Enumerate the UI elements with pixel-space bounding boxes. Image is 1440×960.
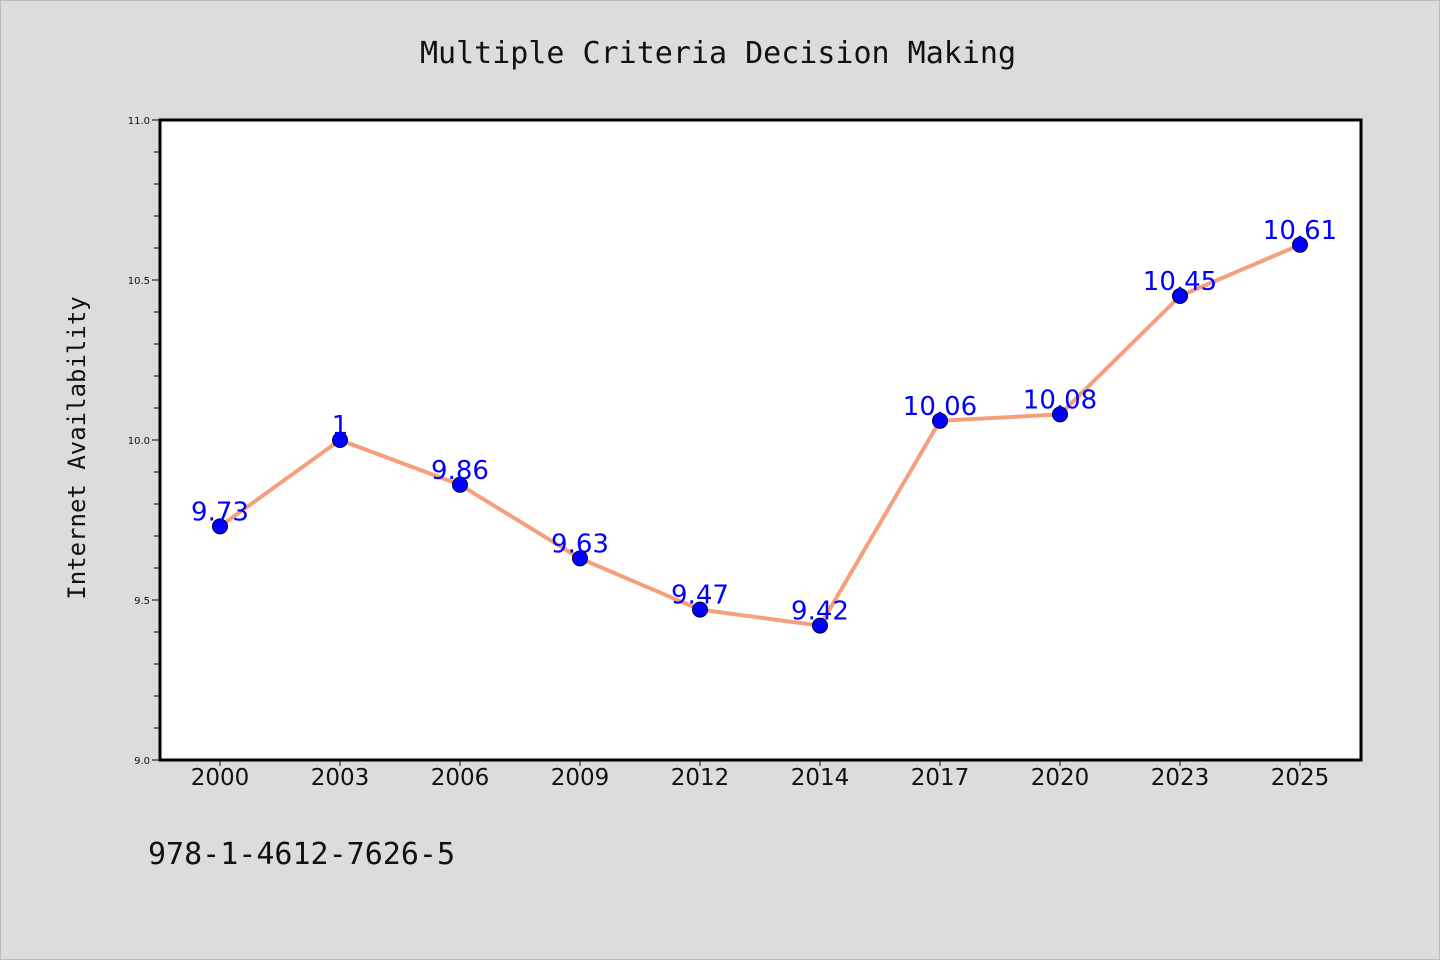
data-label: 9.47 — [671, 581, 729, 611]
x-tick-label: 2023 — [1151, 765, 1210, 791]
x-tick-label: 2006 — [431, 765, 490, 791]
data-point — [692, 601, 708, 618]
y-axis: 9.0 9.5 10.0 10.5 11.0 — [128, 116, 160, 767]
x-tick-label: 2003 — [311, 765, 370, 791]
data-label: 9.63 — [551, 529, 609, 559]
y-axis-label: Internet Availability — [63, 296, 91, 599]
series-line — [218, 242, 1302, 628]
x-tick-label: 2012 — [671, 765, 730, 791]
y-tick-label: 9.0 — [134, 756, 150, 767]
x-axis: 2000 2003 2006 2009 2012 2014 2017 2020 2023 2025 — [191, 760, 1330, 791]
data-label: 1 — [332, 411, 349, 441]
data-point — [932, 412, 948, 429]
data-point — [572, 550, 588, 567]
footer-id: 978-1-4612-7626-5 — [148, 837, 455, 872]
data-point — [812, 617, 828, 634]
series-line-group — [218, 242, 1302, 628]
y-tick-label: 10.5 — [128, 276, 150, 287]
data-points — [212, 236, 1308, 634]
data-point — [1292, 236, 1308, 253]
x-tick-label: 2020 — [1031, 765, 1090, 791]
y-tick-label: 10.0 — [128, 436, 150, 447]
x-tick-label: 2017 — [911, 765, 970, 791]
data-point — [452, 476, 468, 493]
data-label: 9.42 — [791, 597, 849, 627]
data-label: 9.73 — [191, 497, 249, 527]
data-label: 10.08 — [1023, 385, 1097, 415]
y-tick-label: 9.5 — [134, 596, 150, 607]
data-point — [332, 432, 348, 448]
data-label: 10.45 — [1143, 267, 1217, 297]
x-tick-label: 2025 — [1271, 765, 1330, 791]
chart-title: Multiple Criteria Decision Making — [420, 36, 1016, 71]
data-label: 10.61 — [1263, 216, 1337, 246]
data-labels: 9.73 1 9.86 9.63 9.47 9.42 10.06 10.08 10.45 10.6… — [191, 216, 1337, 627]
x-tick-label: 2000 — [191, 765, 250, 791]
x-tick-label: 2014 — [791, 765, 850, 791]
x-tick-label: 2009 — [551, 765, 610, 791]
data-point — [1052, 406, 1068, 423]
data-label: 9.86 — [431, 456, 489, 486]
data-point — [1172, 288, 1188, 304]
data-point — [212, 518, 228, 535]
y-tick-label: 11.0 — [128, 116, 150, 127]
plot-area — [158, 118, 1363, 762]
data-label: 10.06 — [903, 392, 977, 422]
